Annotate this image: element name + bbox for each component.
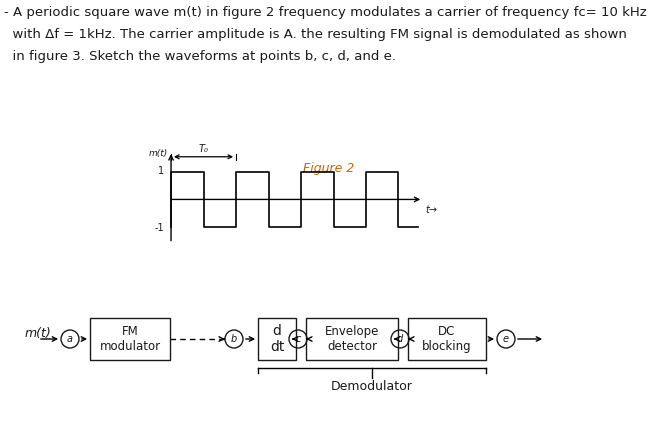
Text: Demodulator: Demodulator xyxy=(331,380,413,393)
Text: b: b xyxy=(231,334,237,344)
Bar xyxy=(306,318,398,360)
Text: c: c xyxy=(295,334,301,344)
Text: Figure 2: Figure 2 xyxy=(303,162,355,175)
Text: FM
modulator: FM modulator xyxy=(99,325,161,353)
Text: t→: t→ xyxy=(426,205,438,215)
Bar xyxy=(258,318,296,360)
Text: T₀: T₀ xyxy=(199,144,209,154)
Text: d
dt: d dt xyxy=(270,324,284,354)
Text: a: a xyxy=(67,334,73,344)
Text: d: d xyxy=(397,334,403,344)
Text: m(t): m(t) xyxy=(25,328,52,341)
Text: m(t): m(t) xyxy=(149,148,168,158)
Text: 1: 1 xyxy=(159,165,164,175)
Bar xyxy=(90,318,170,360)
Text: DC
blocking: DC blocking xyxy=(422,325,472,353)
Text: in figure 3. Sketch the waveforms at points b, c, d, and e.: in figure 3. Sketch the waveforms at poi… xyxy=(4,50,396,63)
Text: - A periodic square wave m(t) in figure 2 frequency modulates a carrier of frequ: - A periodic square wave m(t) in figure … xyxy=(4,6,647,19)
Text: Envelope
detector: Envelope detector xyxy=(325,325,379,353)
Text: e: e xyxy=(503,334,509,344)
Bar xyxy=(408,318,486,360)
Text: with Δf = 1kHz. The carrier amplitude is A. the resulting FM signal is demodulat: with Δf = 1kHz. The carrier amplitude is… xyxy=(4,28,627,41)
Text: -1: -1 xyxy=(155,224,164,233)
